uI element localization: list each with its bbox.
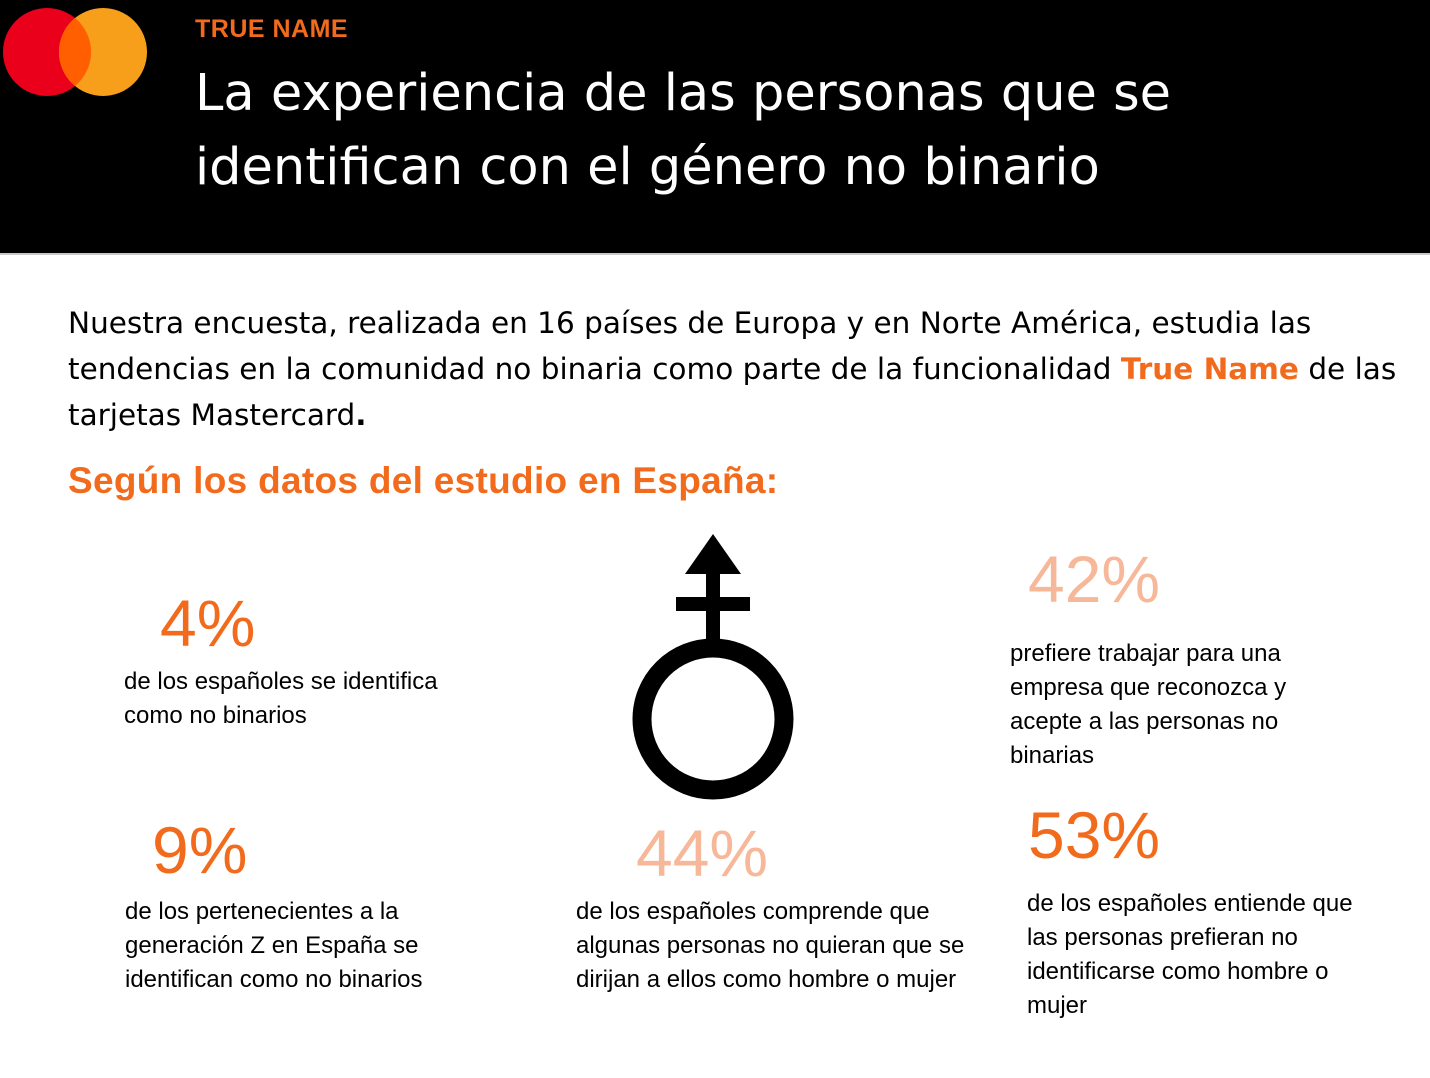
intro-end-mark: . [355, 398, 367, 432]
stat-text-4pct: de los españoles se identifica como no b… [124, 668, 438, 729]
intro-text-before: Nuestra encuesta, realizada en 16 países… [68, 306, 1312, 386]
stat-text-42pct: prefiere trabajar para una empresa que r… [1010, 640, 1287, 769]
non-binary-gender-symbol-icon [632, 534, 794, 800]
page-title: La experiencia de las personas que se id… [195, 57, 1395, 205]
stat-value-53pct: 53% [1028, 798, 1161, 872]
title-line-1: La experiencia de las personas que se [195, 64, 1172, 123]
stat-value-9pct: 9% [152, 813, 248, 887]
intro-text-after: de las tarjetas Mastercard [68, 352, 1397, 432]
stat-value-4pct: 4% [160, 586, 256, 660]
intro-paragraph: Nuestra encuesta, realizada en 16 países… [68, 300, 1408, 438]
stat-text-53pct: de los españoles entiende que las person… [1027, 890, 1353, 1019]
stat-value-42pct: 42% [1028, 542, 1161, 616]
mastercard-logo-icon [3, 8, 147, 96]
header-banner: TRUE NAME La experiencia de las personas… [0, 0, 1430, 255]
section-subheading: Según los datos del estudio en España: [68, 460, 779, 501]
stat-text-44pct: de los españoles comprende que algunas p… [576, 898, 965, 993]
stat-value-44pct: 44% [636, 816, 769, 890]
intro-brand-name: True Name [1120, 352, 1299, 386]
kicker-label: TRUE NAME [195, 15, 349, 43]
title-line-2: identifican con el género no binario [195, 138, 1100, 197]
stat-text-9pct: de los pertenecientes a la generación Z … [125, 898, 423, 993]
